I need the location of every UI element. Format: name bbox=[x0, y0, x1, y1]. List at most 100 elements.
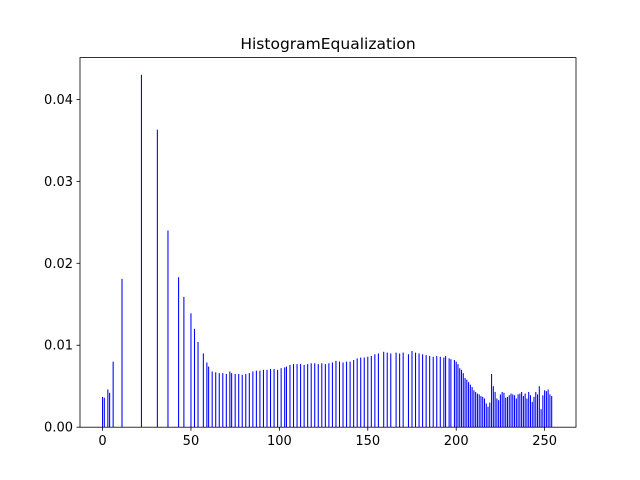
bar bbox=[218, 373, 220, 428]
bar bbox=[533, 396, 535, 428]
bar bbox=[197, 341, 199, 428]
bar bbox=[475, 391, 477, 428]
bar bbox=[445, 355, 447, 428]
bar bbox=[422, 354, 424, 428]
bar bbox=[528, 391, 530, 428]
bar bbox=[531, 401, 533, 428]
bar bbox=[499, 394, 501, 428]
bar bbox=[436, 355, 438, 428]
bar bbox=[517, 394, 519, 428]
bar bbox=[480, 396, 482, 428]
bar bbox=[407, 354, 409, 428]
axes-frame bbox=[79, 57, 577, 428]
bar bbox=[245, 373, 247, 428]
bar bbox=[190, 313, 192, 428]
bar bbox=[255, 370, 257, 428]
bar bbox=[183, 296, 185, 428]
bar bbox=[377, 353, 379, 428]
bar bbox=[547, 389, 549, 428]
bar bbox=[418, 353, 420, 428]
y-axis: 0.00 0.01 0.02 0.03 0.04 bbox=[44, 93, 80, 436]
bar bbox=[363, 357, 365, 428]
x-tick-label: 100 bbox=[267, 434, 292, 449]
bar bbox=[432, 356, 434, 428]
bar-group bbox=[102, 74, 553, 428]
bar bbox=[460, 369, 463, 428]
bar bbox=[522, 396, 524, 428]
bar bbox=[202, 353, 204, 428]
bar bbox=[140, 74, 142, 428]
bar bbox=[544, 390, 546, 428]
bar bbox=[540, 409, 542, 428]
bar bbox=[492, 386, 494, 428]
bar bbox=[103, 397, 105, 428]
bar bbox=[453, 360, 455, 428]
bar bbox=[238, 373, 240, 428]
bar bbox=[429, 355, 431, 428]
bar bbox=[508, 395, 510, 428]
bar bbox=[473, 390, 475, 428]
bar bbox=[471, 387, 473, 428]
bar bbox=[512, 394, 514, 428]
bar bbox=[215, 372, 217, 428]
x-tick-label: 250 bbox=[532, 434, 557, 449]
bar bbox=[505, 397, 507, 428]
bar bbox=[280, 368, 282, 428]
bar bbox=[314, 363, 316, 428]
bar bbox=[386, 352, 388, 428]
bar bbox=[289, 364, 291, 428]
bar bbox=[374, 354, 376, 428]
bar bbox=[521, 391, 523, 428]
bar bbox=[121, 278, 123, 428]
bar bbox=[252, 371, 254, 428]
bar bbox=[439, 356, 441, 428]
bar bbox=[478, 394, 480, 428]
bar bbox=[102, 396, 104, 428]
bar bbox=[390, 353, 392, 428]
bar bbox=[211, 371, 213, 428]
bar bbox=[208, 366, 210, 428]
y-tick-label: 0.03 bbox=[44, 175, 73, 190]
bar bbox=[277, 369, 279, 428]
bar bbox=[229, 371, 231, 428]
bar bbox=[262, 369, 264, 428]
bar bbox=[335, 360, 337, 428]
bar bbox=[346, 361, 348, 428]
bar bbox=[549, 394, 551, 428]
bar bbox=[360, 357, 362, 428]
bar bbox=[370, 355, 372, 428]
bar bbox=[514, 395, 516, 428]
bar bbox=[285, 366, 287, 428]
bar bbox=[425, 355, 427, 428]
bar bbox=[443, 357, 445, 428]
bar bbox=[310, 363, 312, 428]
x-tick-label: 50 bbox=[183, 434, 200, 449]
bar bbox=[462, 373, 464, 428]
bar bbox=[225, 373, 227, 428]
bar bbox=[469, 384, 471, 428]
bar bbox=[411, 350, 413, 428]
bar bbox=[498, 400, 500, 428]
bar bbox=[178, 277, 180, 428]
bar bbox=[414, 352, 417, 428]
bar bbox=[485, 403, 487, 428]
bar bbox=[519, 393, 521, 428]
bar bbox=[515, 398, 517, 428]
bar bbox=[476, 393, 478, 428]
bar bbox=[551, 396, 553, 428]
bar bbox=[193, 328, 196, 428]
bar bbox=[529, 395, 531, 428]
bar bbox=[307, 364, 309, 428]
bar bbox=[395, 352, 397, 428]
bar bbox=[296, 364, 298, 428]
bar bbox=[464, 378, 466, 428]
bar bbox=[468, 382, 470, 428]
bar bbox=[328, 363, 330, 428]
bar bbox=[234, 373, 236, 428]
bar bbox=[367, 356, 369, 428]
bar bbox=[483, 398, 486, 428]
bar bbox=[248, 373, 250, 428]
bar bbox=[526, 398, 528, 428]
bar bbox=[537, 394, 539, 428]
